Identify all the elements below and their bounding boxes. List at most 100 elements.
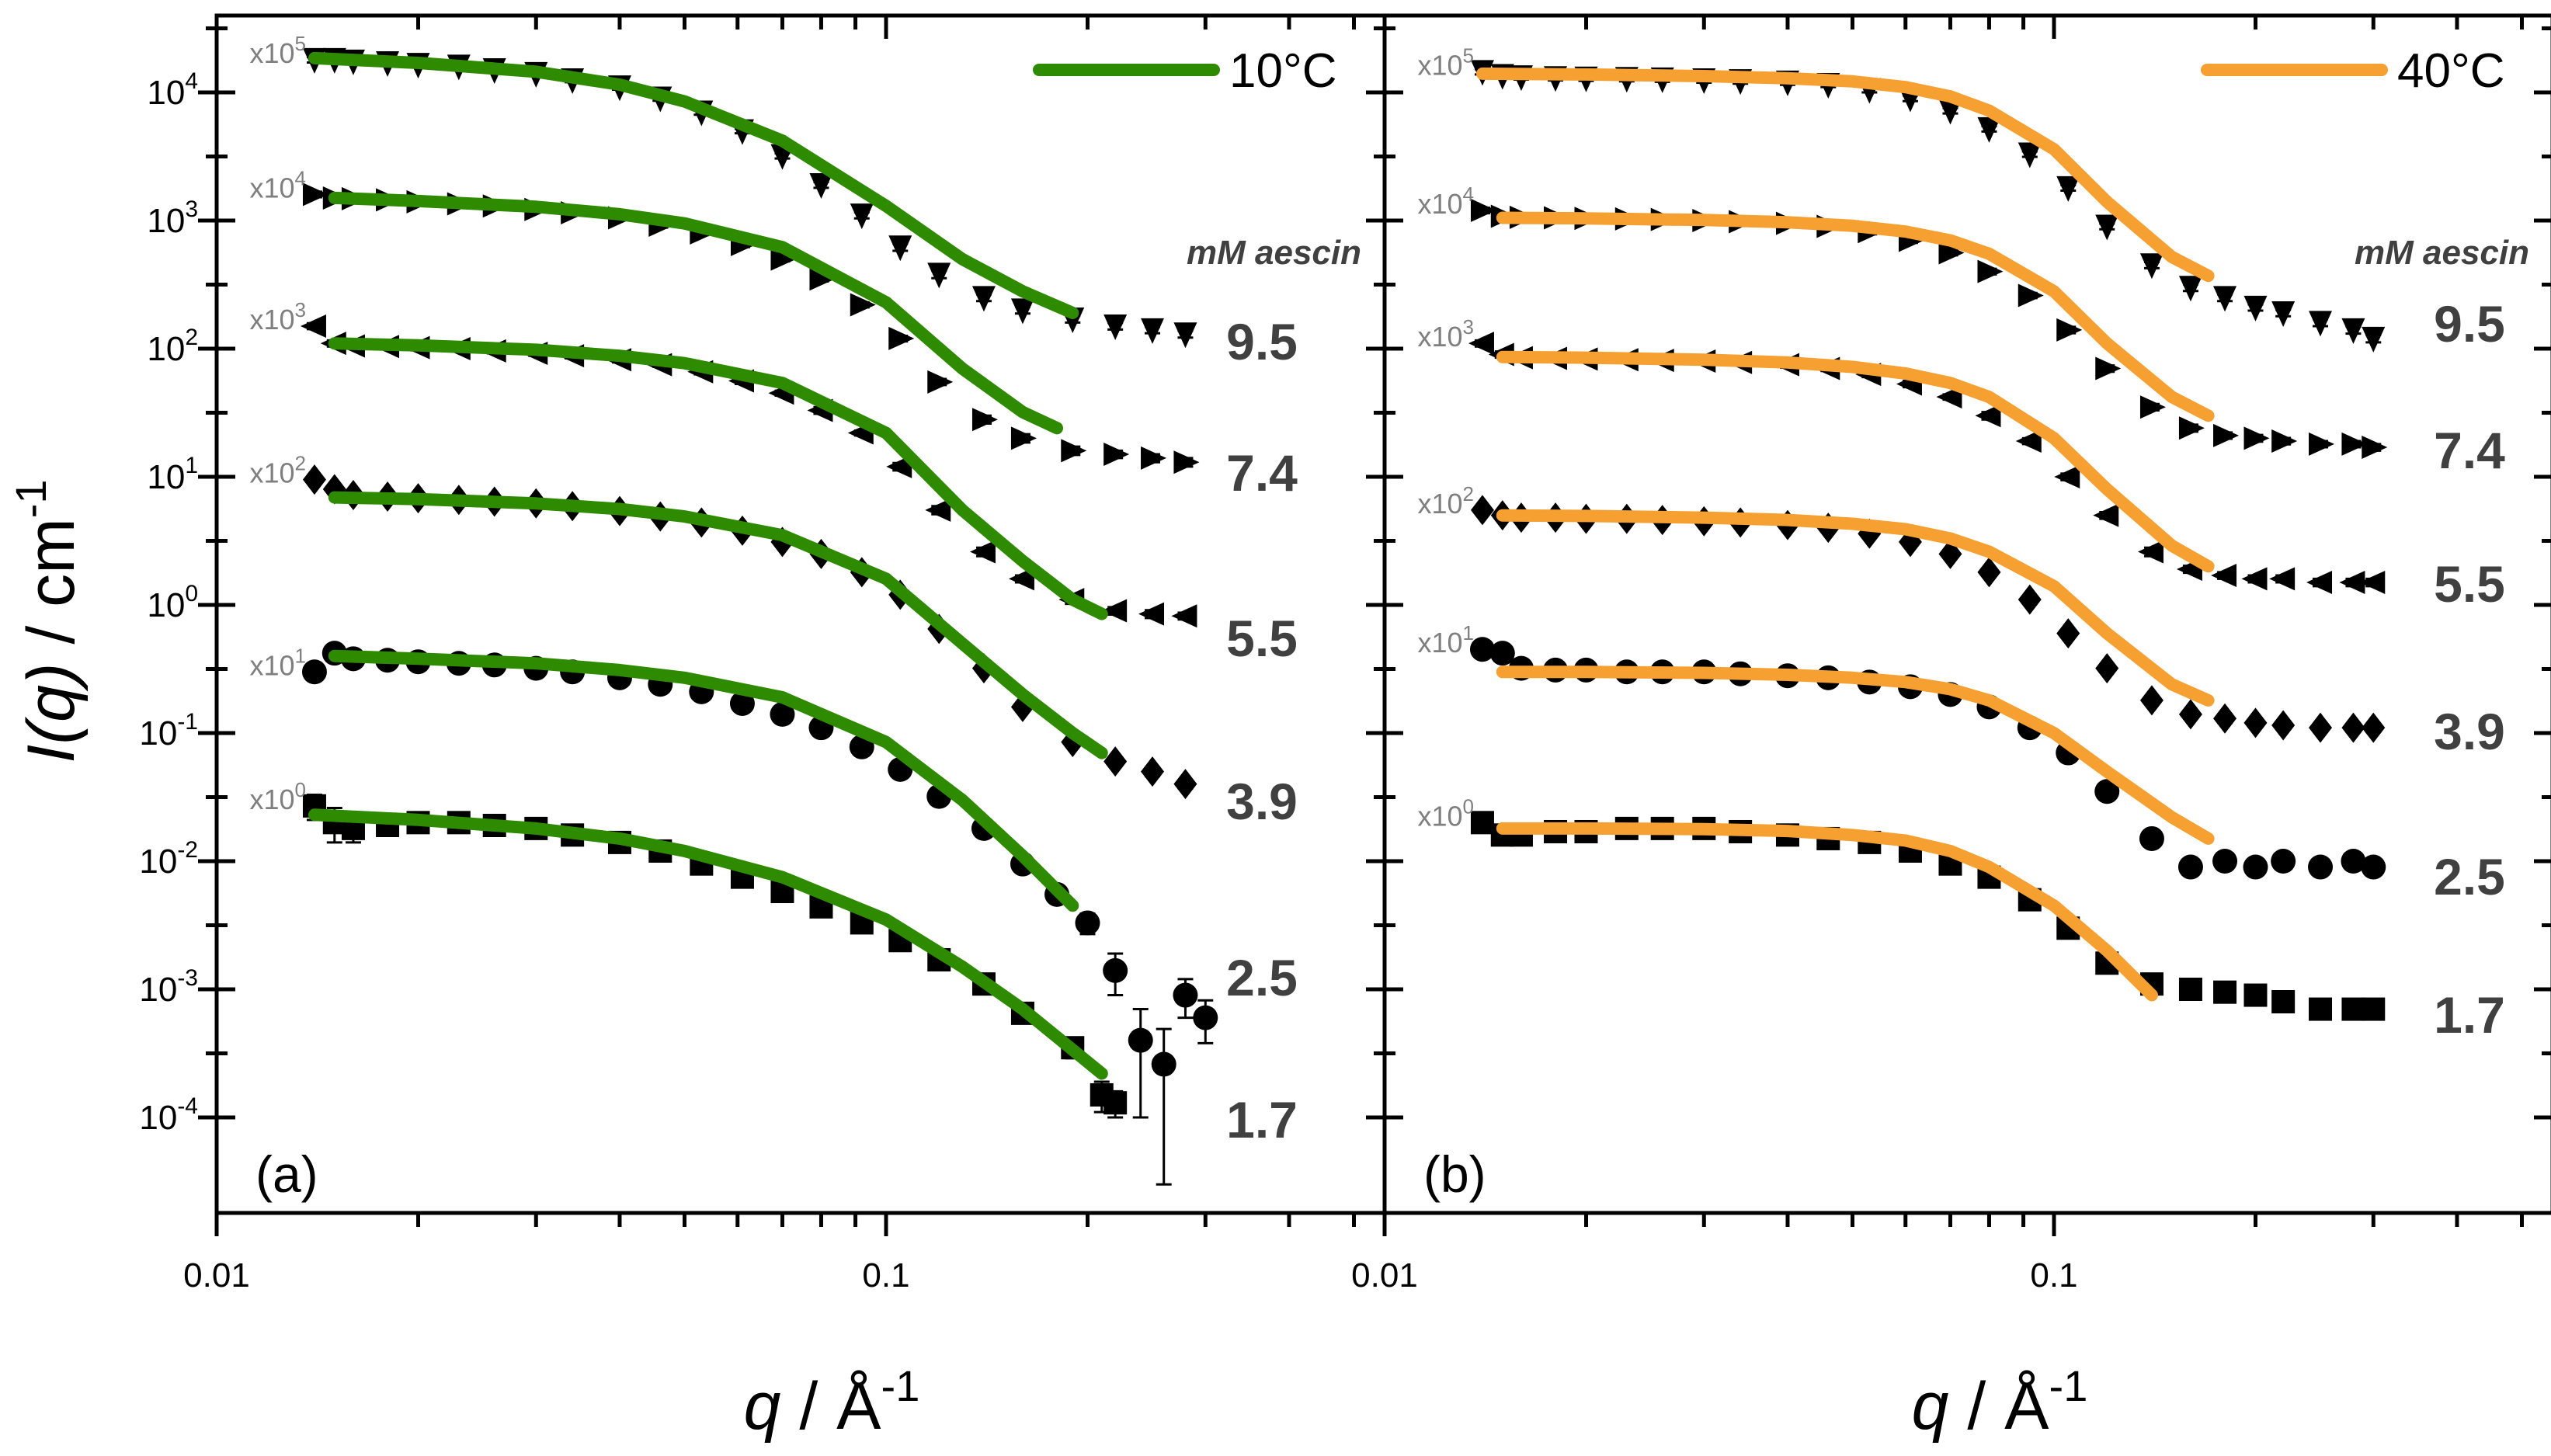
data-point [2139,825,2164,851]
data-point [770,247,797,271]
x-axis-ticks [214,16,1357,1236]
scale-factor-label: x100 [249,778,306,815]
data-point [2269,567,2296,591]
data-point [1141,756,1165,787]
data-point [2309,997,2333,1021]
data-point [1141,318,1165,344]
data-point [971,408,998,432]
data-point [1151,1051,1176,1077]
data-point [2177,854,2203,880]
data-point [2362,997,2386,1021]
series-2.5 [1469,637,2386,880]
y-tick-base: 10 [147,330,185,368]
data-point [2241,567,2268,591]
plot-area [300,47,1218,1186]
legend: 10°C [1033,44,1337,98]
data-point [2212,849,2238,874]
fit-line [1496,822,2158,1002]
data-point [770,701,795,727]
y-tick-exp: 1 [185,453,198,478]
data-point [2243,854,2268,880]
x-axis-label-var: q [744,1369,781,1444]
data-point [2056,318,2083,342]
fit-line [1496,509,2215,707]
series-2.5 [301,641,1218,1186]
data-point [809,173,833,200]
series-7.4 [1470,198,2388,459]
x-axis-label: q / Å-1 [744,1361,920,1444]
scale-factor-base: x10 [249,172,294,203]
scale-factor-label: x105 [249,32,306,69]
data-point [2056,618,2080,649]
data-point [2271,849,2296,874]
scale-factor-label: x101 [1417,621,1474,659]
scale-factor-exp: 3 [294,298,305,321]
data-point [2341,849,2366,874]
y-tick-exp: 3 [185,196,198,222]
scale-factor-label: x104 [249,166,306,203]
x-axis-ticks [1382,16,2525,1236]
series-1.7 [302,793,1128,1119]
y-tick-base: 10 [139,1099,177,1137]
x-tick-label: 0.01 [183,1256,250,1294]
data-point [1173,982,1198,1008]
data-point [2341,432,2368,456]
data-point [1010,426,1037,450]
fit-line [1496,665,2215,845]
x-axis-label-unit: / Å [781,1369,882,1444]
y-tick-exp: 2 [185,325,198,350]
data-point [1977,116,2001,143]
legend-label: 40°C [2397,44,2505,98]
fit-line [328,649,1079,912]
concentration-label: 1.7 [2434,986,2505,1044]
concentration-label: 7.4 [2434,422,2505,479]
panel-b: 0.01 0.1x100x101x102x103x104x1051.72.53.9… [1351,13,2551,1444]
fit-line [308,808,1108,1080]
data-point [2309,311,2333,337]
data-point [729,690,755,716]
fit-line [328,337,1108,620]
y-tick-exp: -4 [177,1093,198,1119]
fit-line [1496,350,2215,573]
data-point [2178,699,2202,730]
data-point [1173,450,1200,474]
data-point [1977,557,2001,588]
data-point [2341,997,2365,1021]
y-tick-base: 10 [147,74,185,112]
data-point [2015,429,2042,453]
scale-factor-base: x10 [249,37,294,69]
fit-line [328,491,1108,759]
panel-a: 0.01 0.110410310210110010-110-210-310-4x1… [139,13,1403,1444]
data-point [927,370,954,394]
x-tick-label: 0.1 [862,1256,909,1294]
concentration-label: 5.5 [1226,610,1298,667]
y-tick-label: 101 [147,453,198,496]
data-point [927,262,951,289]
data-point [2213,703,2237,734]
plot-area [1468,60,2388,1021]
scale-factor-label: x103 [1417,315,1474,353]
concentration-label: 9.5 [1226,313,1298,370]
x-axis-label-sup: -1 [881,1361,920,1410]
scale-factor-exp: 5 [294,32,305,55]
data-point [809,267,836,291]
scale-factor-base: x10 [1417,49,1462,81]
data-point [1141,446,1167,470]
y-tick-label: 10-3 [139,965,198,1009]
scale-factor-exp: 2 [294,452,305,475]
series-3.9 [302,464,1197,800]
scale-factor-base: x10 [1417,321,1462,353]
data-point [2139,253,2163,280]
data-point [2018,584,2042,615]
y-tick-label: 10-2 [139,837,198,881]
data-point [1975,404,2001,428]
scale-factor-base: x10 [249,457,294,489]
y-tick-exp: -1 [177,709,198,735]
concentration-label: 1.7 [1226,1091,1298,1148]
series-9.5 [302,47,1197,349]
data-point [2095,653,2119,684]
data-point [2137,540,2163,564]
y-tick-label: 104 [147,68,198,112]
y-axis-label-sup: -1 [6,479,55,518]
